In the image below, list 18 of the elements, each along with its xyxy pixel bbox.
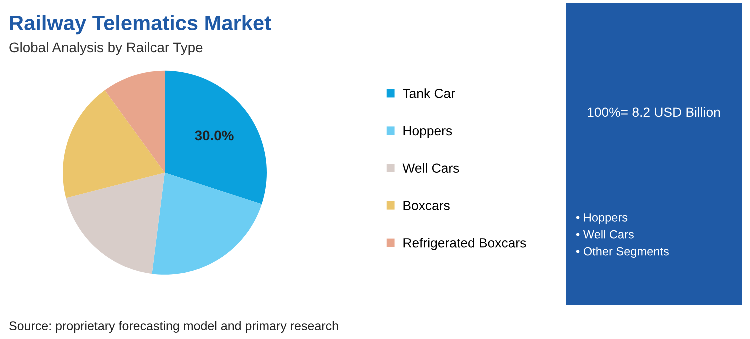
text: • Hoppers bbox=[576, 214, 628, 224]
legend-label: Well Cars bbox=[402, 163, 460, 174]
pie-slice bbox=[165, 70, 267, 204]
pie-slice bbox=[63, 90, 165, 198]
chart-subtitle: Global Analysis by Railcar Type bbox=[10, 42, 203, 56]
legend-label: Refrigerated Boxcars bbox=[404, 238, 526, 250]
legend-label: Boxcars bbox=[404, 201, 450, 210]
text: 100%= 8.2 USD Billion bbox=[588, 107, 720, 118]
text: • Well Cars bbox=[576, 230, 634, 239]
data-label: 30.0% bbox=[195, 130, 234, 141]
pie-slice bbox=[105, 70, 165, 173]
text: • Other Segments bbox=[576, 247, 669, 258]
source-note: Source: proprietary forecasting model and primary research bbox=[10, 321, 338, 333]
legend-label: Hoppers bbox=[404, 126, 452, 138]
chart-title: Railway Telematics Market bbox=[10, 15, 272, 35]
pie-slice bbox=[66, 172, 165, 274]
legend-label: Tank Car bbox=[403, 88, 456, 98]
pie-slice bbox=[152, 172, 262, 275]
